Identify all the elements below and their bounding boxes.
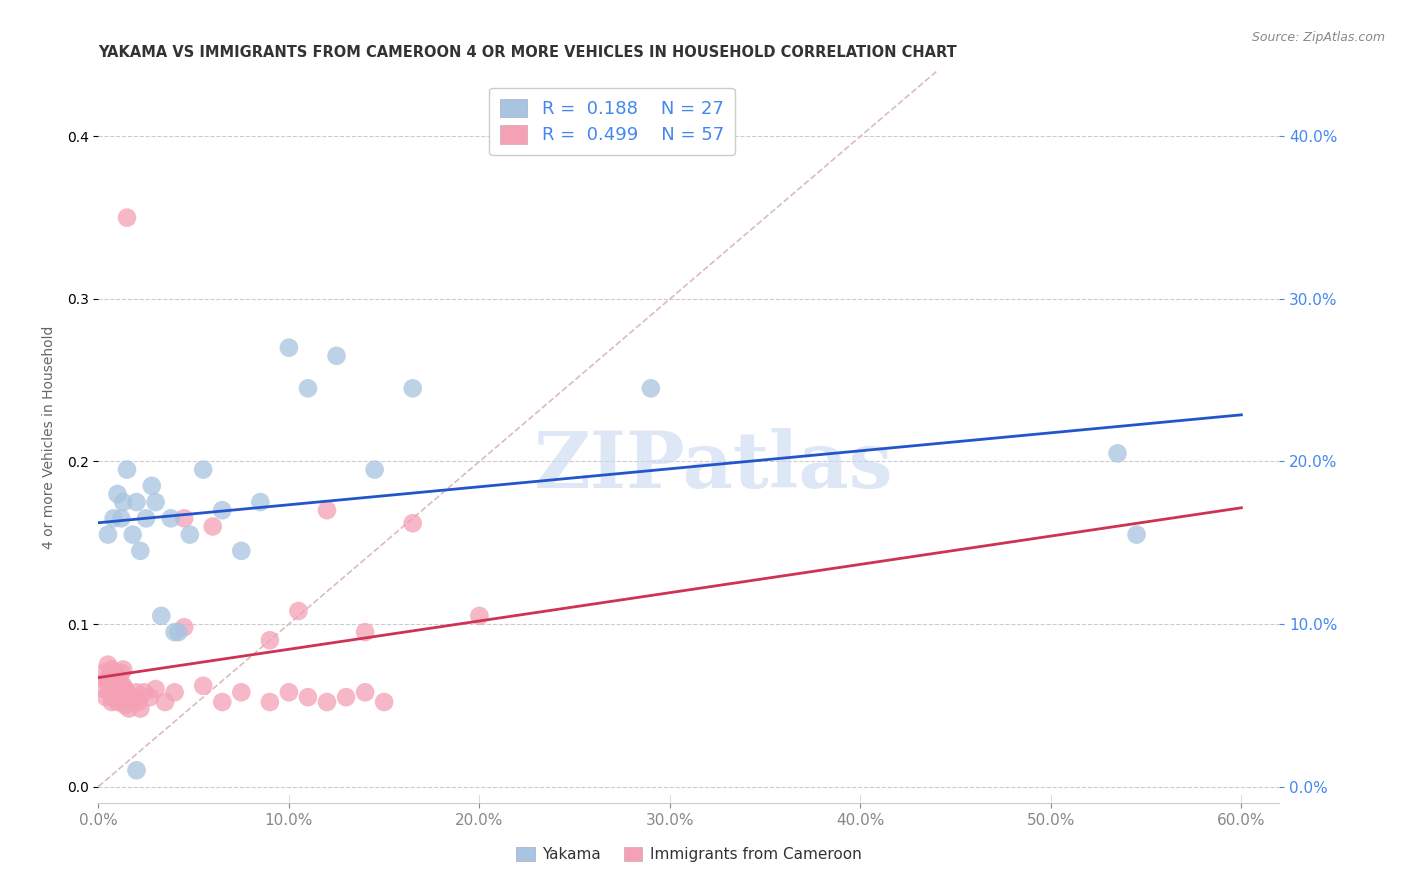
Point bbox=[115, 685, 138, 699]
Point bbox=[97, 673, 120, 688]
Point bbox=[402, 516, 425, 531]
Point bbox=[110, 685, 132, 699]
Point bbox=[211, 503, 233, 517]
Point bbox=[115, 462, 138, 476]
Point bbox=[112, 495, 135, 509]
Point bbox=[125, 495, 148, 509]
Point bbox=[125, 764, 148, 778]
Point bbox=[316, 695, 339, 709]
Point bbox=[103, 511, 125, 525]
Point bbox=[150, 608, 173, 623]
Point bbox=[103, 690, 125, 705]
Point bbox=[335, 690, 357, 705]
Point bbox=[297, 381, 319, 395]
Point bbox=[179, 527, 201, 541]
Point bbox=[159, 511, 181, 525]
Point bbox=[193, 462, 215, 476]
Point bbox=[115, 211, 138, 225]
Point bbox=[297, 690, 319, 705]
Point bbox=[153, 695, 176, 709]
Point bbox=[104, 681, 127, 696]
Legend: Yakama, Immigrants from Cameroon: Yakama, Immigrants from Cameroon bbox=[510, 841, 868, 868]
Point bbox=[94, 690, 117, 705]
Point bbox=[110, 511, 132, 525]
Point bbox=[259, 633, 281, 648]
Point bbox=[107, 487, 129, 501]
Point bbox=[125, 685, 148, 699]
Point bbox=[141, 479, 163, 493]
Point bbox=[114, 681, 136, 696]
Text: Source: ZipAtlas.com: Source: ZipAtlas.com bbox=[1251, 31, 1385, 45]
Point bbox=[120, 690, 142, 705]
Text: ZIPatlas: ZIPatlas bbox=[533, 428, 893, 504]
Point bbox=[104, 665, 127, 680]
Text: YAKAMA VS IMMIGRANTS FROM CAMEROON 4 OR MORE VEHICLES IN HOUSEHOLD CORRELATION C: YAKAMA VS IMMIGRANTS FROM CAMEROON 4 OR … bbox=[98, 45, 957, 61]
Point bbox=[139, 690, 162, 705]
Point bbox=[121, 695, 143, 709]
Point bbox=[94, 673, 117, 688]
Point bbox=[93, 681, 115, 696]
Point bbox=[231, 544, 253, 558]
Point bbox=[108, 673, 131, 688]
Point bbox=[277, 685, 299, 699]
Point bbox=[373, 695, 395, 709]
Point bbox=[354, 685, 377, 699]
Point bbox=[167, 625, 190, 640]
Point bbox=[173, 620, 195, 634]
Point bbox=[259, 695, 281, 709]
Point bbox=[145, 681, 167, 696]
Point bbox=[129, 544, 152, 558]
Point bbox=[1125, 527, 1147, 541]
Point bbox=[98, 669, 121, 683]
Point bbox=[201, 519, 224, 533]
Point bbox=[127, 695, 149, 709]
Point bbox=[249, 495, 271, 509]
Point bbox=[640, 381, 662, 395]
Point bbox=[118, 701, 141, 715]
Point bbox=[112, 663, 135, 677]
Point bbox=[468, 608, 491, 623]
Point bbox=[97, 527, 120, 541]
Point bbox=[110, 665, 132, 680]
Point bbox=[129, 701, 152, 715]
Point bbox=[112, 679, 135, 693]
Point bbox=[97, 657, 120, 672]
Point bbox=[107, 679, 129, 693]
Point bbox=[103, 673, 125, 688]
Point bbox=[363, 462, 385, 476]
Point bbox=[1107, 446, 1129, 460]
Point bbox=[173, 511, 195, 525]
Point bbox=[145, 495, 167, 509]
Point bbox=[98, 685, 121, 699]
Point bbox=[402, 381, 425, 395]
Point bbox=[163, 625, 186, 640]
Point bbox=[325, 349, 347, 363]
Point bbox=[135, 511, 157, 525]
Point bbox=[107, 695, 129, 709]
Point bbox=[193, 679, 215, 693]
Point bbox=[287, 604, 309, 618]
Point bbox=[277, 341, 299, 355]
Point bbox=[108, 690, 131, 705]
Point bbox=[121, 527, 143, 541]
Point bbox=[134, 685, 156, 699]
Point bbox=[114, 698, 136, 713]
Point bbox=[100, 663, 122, 677]
Point bbox=[124, 690, 146, 705]
Point bbox=[100, 695, 122, 709]
Point bbox=[316, 503, 339, 517]
Point bbox=[354, 625, 377, 640]
Y-axis label: 4 or more Vehicles in Household: 4 or more Vehicles in Household bbox=[42, 326, 56, 549]
Point bbox=[93, 665, 115, 680]
Point bbox=[231, 685, 253, 699]
Point bbox=[211, 695, 233, 709]
Point bbox=[163, 685, 186, 699]
